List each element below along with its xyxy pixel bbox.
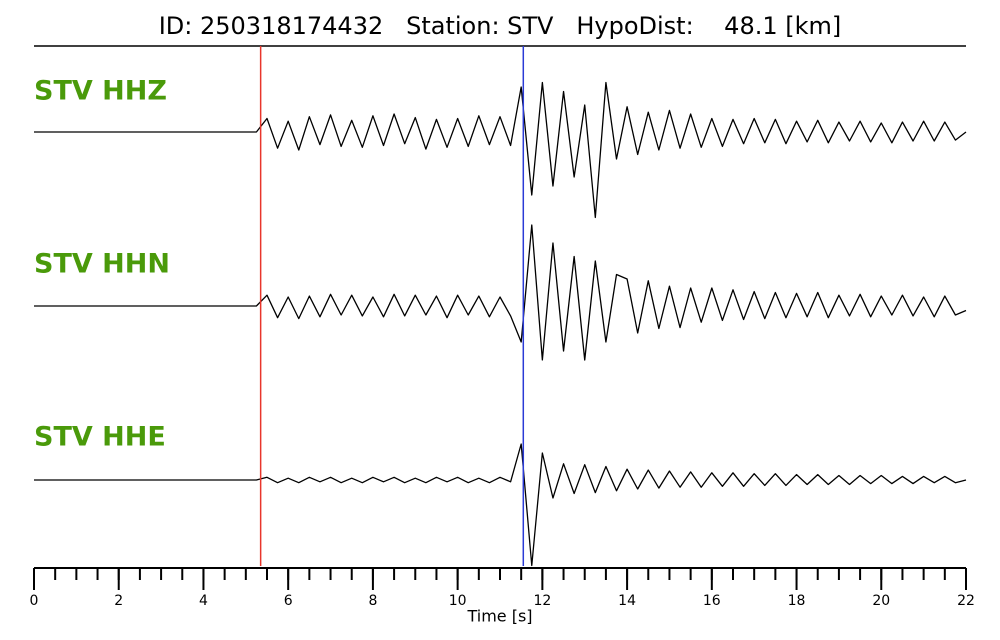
x-tick-label: 14: [618, 593, 636, 609]
waveform: [34, 224, 967, 361]
waveform: [34, 443, 967, 567]
x-tick-label: 4: [199, 593, 208, 609]
trace-label: STV HHZ: [34, 76, 167, 107]
x-tick-label: 12: [533, 593, 551, 609]
x-tick-label: 6: [284, 593, 293, 609]
x-tick-label: 10: [449, 593, 467, 609]
x-tick-label: 0: [30, 593, 39, 609]
waveform: [34, 81, 967, 219]
x-tick-label: 16: [703, 593, 721, 609]
trace-label: STV HHN: [34, 249, 170, 280]
chart-title: ID: 250318174432 Station: STV HypoDist: …: [159, 12, 842, 40]
x-tick-label: 2: [114, 593, 123, 609]
x-tick-label: 8: [368, 593, 377, 609]
x-axis-label: Time [s]: [466, 607, 532, 626]
x-tick-label: 18: [788, 593, 806, 609]
trace-label: STV HHE: [34, 422, 166, 453]
x-tick-label: 20: [872, 593, 890, 609]
x-tick-label: 22: [957, 593, 975, 609]
